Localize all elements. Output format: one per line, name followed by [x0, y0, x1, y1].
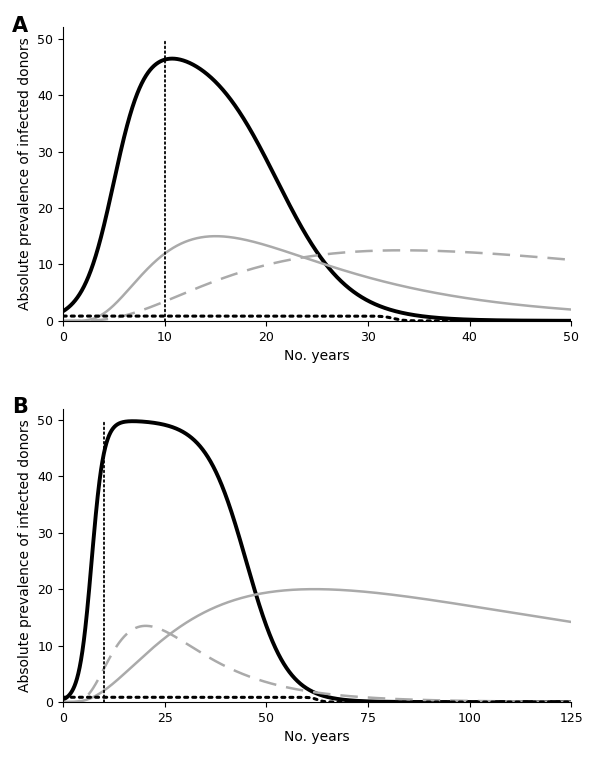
X-axis label: No. years: No. years — [284, 731, 350, 744]
Text: A: A — [13, 15, 28, 36]
Y-axis label: Absolute prevalence of infected donors: Absolute prevalence of infected donors — [18, 38, 32, 310]
X-axis label: No. years: No. years — [284, 349, 350, 363]
Text: B: B — [13, 396, 28, 417]
Y-axis label: Absolute prevalence of infected donors: Absolute prevalence of infected donors — [18, 419, 32, 692]
